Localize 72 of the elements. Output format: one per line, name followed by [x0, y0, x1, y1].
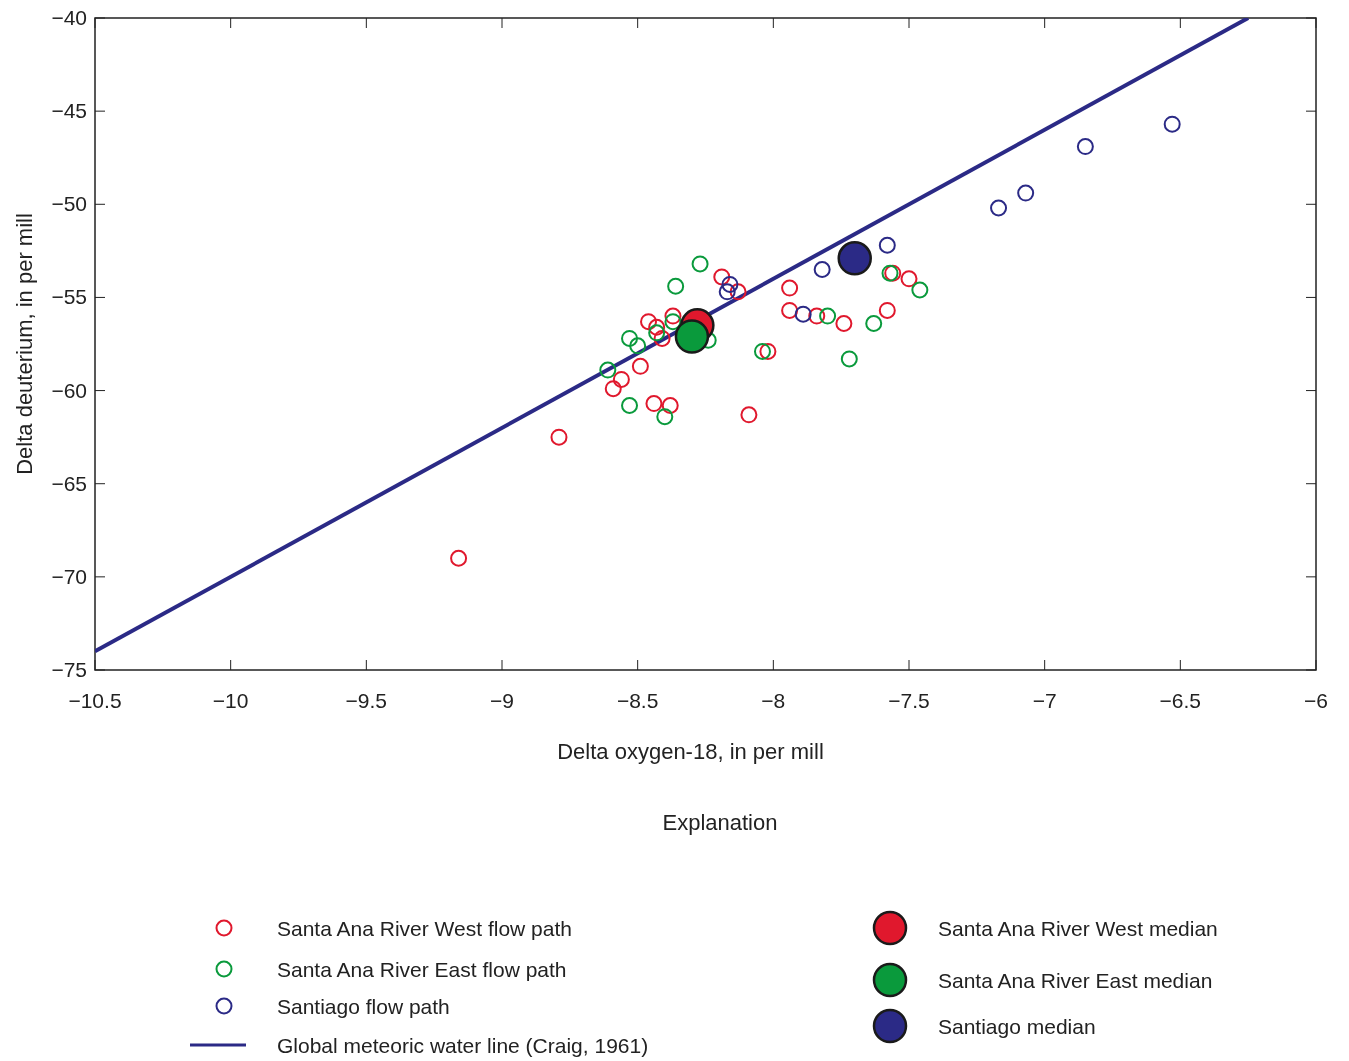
point [612, 370, 630, 388]
y-tick-label: −70 [51, 564, 87, 588]
point [631, 357, 649, 375]
point [759, 342, 777, 360]
legend-label: Santiago flow path [277, 995, 450, 1018]
point [648, 318, 666, 336]
point [819, 307, 837, 325]
legend-label: Santiago median [938, 1015, 1096, 1038]
y-tick-label: −60 [51, 378, 87, 402]
point [648, 324, 666, 342]
point [713, 268, 731, 286]
legend-label: Santa Ana River West flow path [277, 917, 572, 940]
point [721, 275, 739, 293]
x-tick-label: −7.5 [888, 689, 930, 712]
x-tick-label: −10 [212, 689, 249, 712]
point [664, 307, 682, 325]
point [781, 279, 799, 297]
point [691, 255, 709, 273]
x-tick-label: −9 [490, 689, 514, 712]
y-tick-label: −40 [51, 6, 87, 29]
y-tick-label: −45 [51, 99, 87, 123]
legend-label: Santa Ana River West median [938, 917, 1218, 940]
y-tick-label: −55 [51, 285, 87, 309]
x-tick-label: −9.5 [345, 689, 388, 712]
point [1163, 115, 1181, 133]
x-tick-label: −6.5 [1159, 689, 1202, 712]
legend-label: Santa Ana River East flow path [277, 958, 567, 981]
legend-title: Explanation [662, 810, 778, 835]
point [621, 396, 639, 414]
y-tick-label: −65 [51, 471, 87, 495]
legend-label: Santa Ana River East median [938, 969, 1213, 992]
legend-label: Global meteoric water line (Craig, 1961) [277, 1034, 649, 1057]
point [661, 396, 679, 414]
point [781, 301, 799, 319]
x-axis-title: Delta oxygen-18, in per mill [557, 739, 824, 764]
point [878, 236, 896, 254]
y-axis-title: Delta deuterium, in per mill [12, 213, 37, 475]
y-tick-label: −50 [51, 192, 87, 216]
point [450, 549, 468, 567]
point [645, 395, 663, 413]
point [808, 307, 826, 325]
point [813, 260, 831, 278]
point [900, 270, 918, 288]
point [865, 315, 883, 333]
point [729, 283, 747, 301]
point [718, 283, 736, 301]
point [911, 281, 929, 299]
point [835, 315, 853, 333]
x-tick-label: −6 [1304, 689, 1328, 712]
point [740, 406, 758, 424]
point [990, 199, 1008, 217]
point [753, 342, 771, 360]
y-tick-label: −75 [51, 658, 87, 681]
point [640, 313, 658, 331]
x-tick-label: −8.5 [616, 689, 659, 712]
x-tick-label: −8 [761, 689, 786, 712]
point [1017, 184, 1035, 202]
point [878, 301, 896, 319]
point [667, 277, 685, 295]
point [653, 329, 671, 347]
point [629, 337, 647, 355]
point [1076, 138, 1094, 156]
point [664, 313, 682, 331]
point [656, 408, 674, 426]
x-tick-label: −7 [1032, 689, 1057, 712]
point [550, 428, 568, 446]
point [794, 305, 812, 323]
point [621, 329, 639, 347]
point [840, 350, 858, 368]
point [599, 361, 617, 379]
point [604, 380, 622, 398]
x-tick-label: −10.5 [68, 689, 122, 712]
